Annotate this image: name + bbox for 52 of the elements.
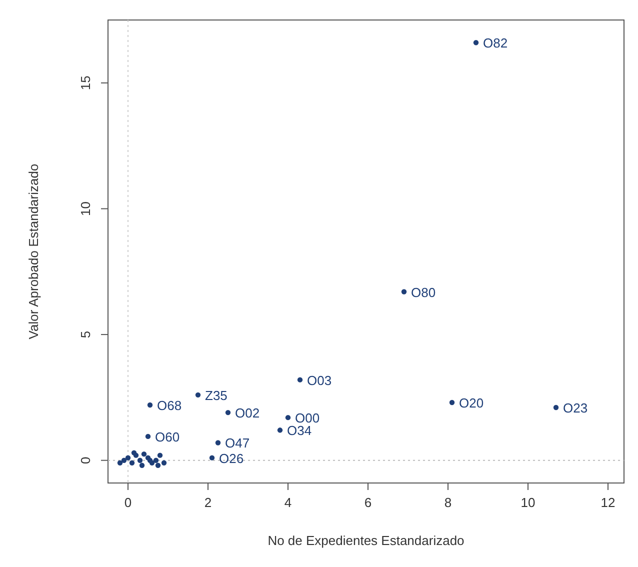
y-axis-title: Valor Aprobado Estandarizado bbox=[26, 164, 41, 340]
point bbox=[129, 460, 135, 466]
annotation: O68 bbox=[157, 398, 182, 413]
point bbox=[277, 428, 283, 433]
y-tick-label: 0 bbox=[78, 456, 93, 464]
point bbox=[297, 377, 303, 382]
y-tick-label: 15 bbox=[78, 76, 93, 90]
point bbox=[117, 460, 123, 466]
point bbox=[139, 462, 145, 468]
x-tick-label: 10 bbox=[520, 495, 536, 510]
x-tick-label: 4 bbox=[284, 495, 292, 510]
annotation: O26 bbox=[219, 450, 244, 466]
annotation: O80 bbox=[411, 284, 436, 300]
x-tick-label: 6 bbox=[364, 495, 372, 510]
point bbox=[401, 289, 407, 294]
point bbox=[125, 455, 131, 460]
x-axis-title: No de Expedientes Estandarizado bbox=[268, 533, 464, 548]
annotation: O00 bbox=[295, 410, 320, 426]
annotation: O03 bbox=[307, 372, 332, 388]
x-tick-label: 12 bbox=[600, 495, 616, 510]
point bbox=[209, 455, 215, 460]
point bbox=[145, 434, 151, 440]
point bbox=[147, 402, 153, 408]
point bbox=[225, 410, 231, 416]
point bbox=[285, 414, 291, 420]
point bbox=[121, 458, 127, 463]
annotation: O60 bbox=[155, 429, 180, 444]
point bbox=[153, 458, 159, 463]
x-tick-label: 0 bbox=[124, 495, 132, 510]
point bbox=[137, 458, 143, 463]
annotation: O47 bbox=[225, 436, 250, 451]
point bbox=[215, 440, 221, 446]
annotation: Z35 bbox=[205, 388, 228, 403]
point bbox=[473, 40, 479, 46]
annotation: O23 bbox=[563, 400, 588, 416]
point bbox=[553, 404, 559, 410]
annotation: O02 bbox=[235, 406, 260, 421]
annotation: O34 bbox=[287, 423, 312, 438]
point bbox=[131, 450, 137, 456]
annotation: O82 bbox=[483, 36, 508, 51]
x-tick-label: 2 bbox=[204, 495, 212, 510]
point bbox=[195, 392, 201, 398]
point bbox=[157, 452, 163, 458]
y-tick-label: 5 bbox=[78, 330, 93, 338]
point bbox=[155, 462, 161, 468]
point bbox=[147, 458, 153, 463]
y-tick-label: 10 bbox=[78, 201, 93, 216]
annotation: O20 bbox=[459, 395, 484, 410]
point bbox=[141, 451, 147, 457]
x-tick-label: 8 bbox=[444, 495, 452, 510]
point bbox=[449, 400, 455, 406]
point bbox=[161, 460, 167, 466]
